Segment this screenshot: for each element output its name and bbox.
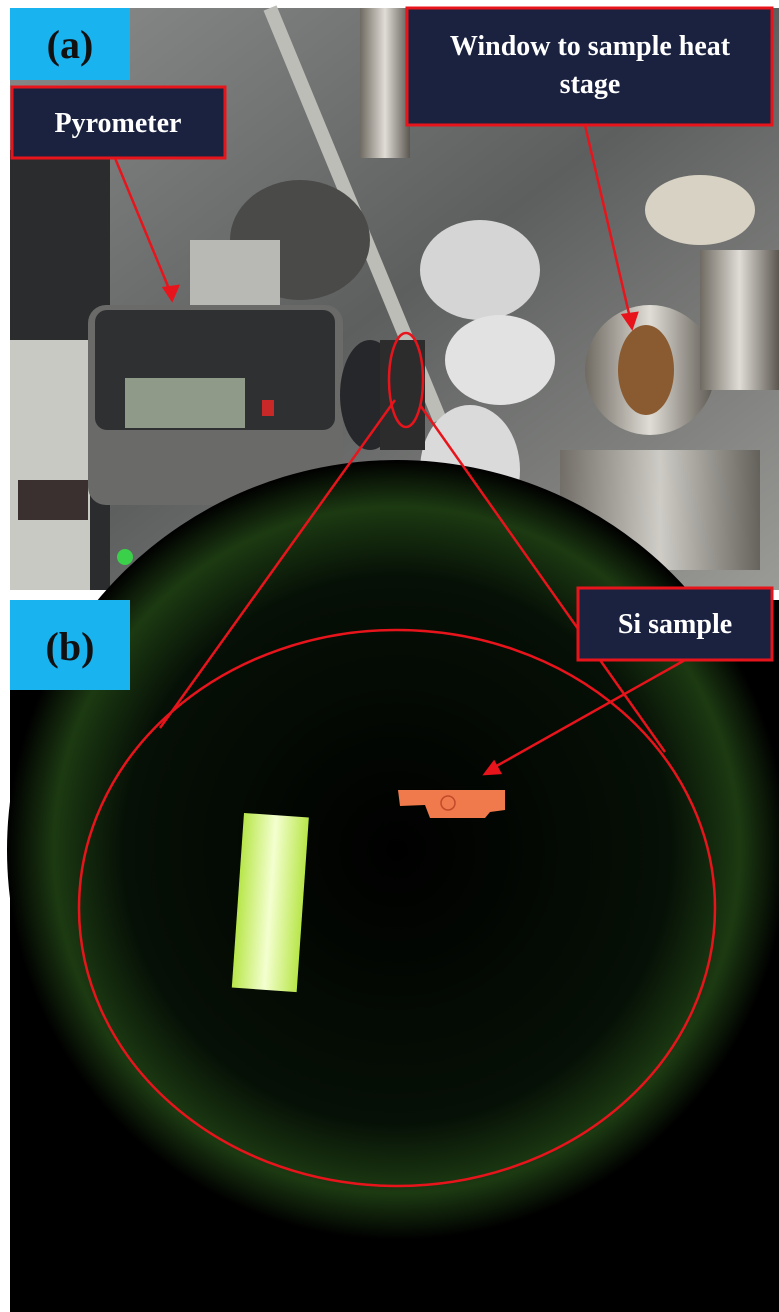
figure: (a) (b) Pyrometer Window to sample heats… (0, 0, 779, 1312)
callout: Si sample (618, 609, 732, 640)
callout: Pyrometer (55, 108, 182, 139)
callout-box (407, 8, 772, 125)
panel-label: (a) (47, 22, 94, 67)
panel-label: (b) (46, 624, 95, 669)
